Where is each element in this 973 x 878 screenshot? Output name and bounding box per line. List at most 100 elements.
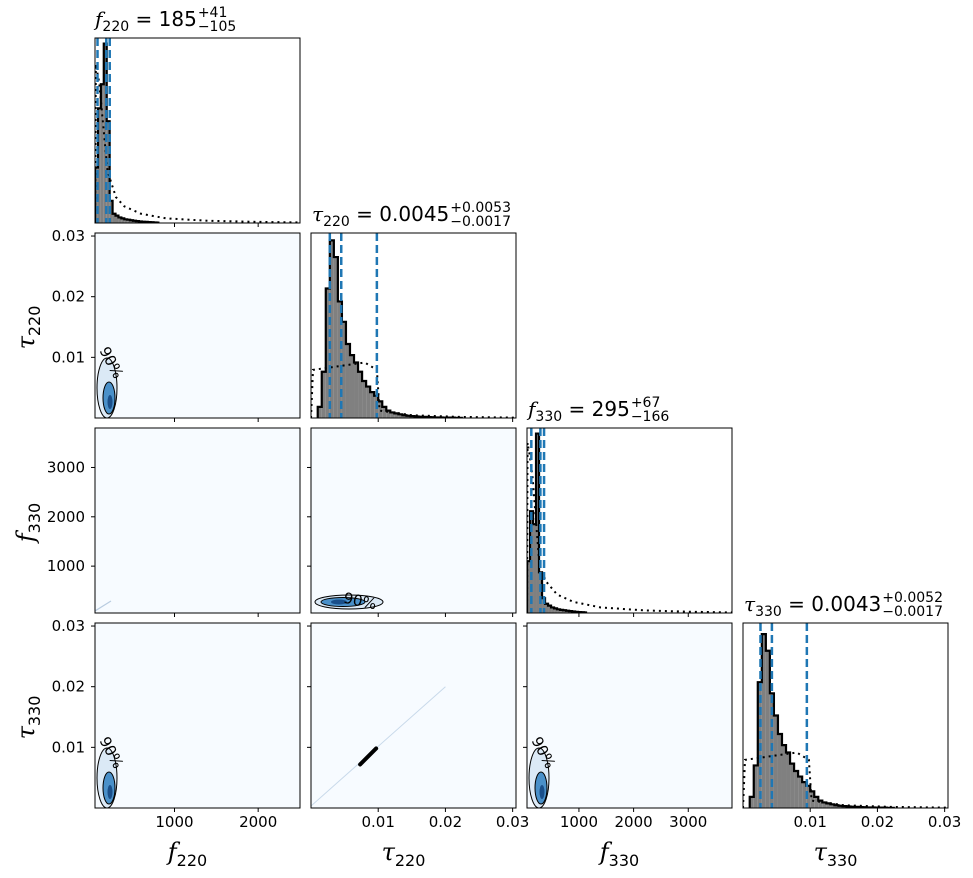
panel-frame [94,232,301,419]
x-tick-label: 0.03 [928,813,961,831]
hist-bar [358,371,363,418]
hist-bar [115,215,119,223]
density-panel-3-1 [311,623,516,808]
title-value: 185 [159,7,197,31]
y-tick-label: 3000 [47,458,85,476]
panel-title-1: τ220 = 0.0045 [312,202,449,230]
hist-bar [773,715,778,808]
panel-frame [94,427,301,614]
hist-bar [545,603,549,613]
x-axis-subscript: 330 [609,851,640,870]
density-background [95,233,300,418]
hist-bar [834,805,839,808]
hist-bar [354,362,359,418]
title-equals: = [782,592,811,616]
y-tick-label: 0.02 [52,288,85,306]
y-axis-subscript: 330 [25,503,44,534]
title-symbol: τ [744,592,756,616]
hist-bar [329,240,334,418]
prior-curve [95,63,300,223]
panel-frame [94,37,301,224]
title-lower-error: −105 [198,19,236,35]
hist-panel-2 [527,428,732,613]
hist-bar [563,610,567,613]
hist-bar [402,415,407,418]
title-subscript: 330 [535,409,562,425]
y-axis-subscript: 220 [25,306,44,337]
hist-bar [560,609,564,613]
hist-bar [777,734,782,808]
y-axis-symbol: τ [12,725,40,739]
hist-panel-1 [311,233,516,418]
hist-bar [106,121,110,223]
y-tick-label: 0.03 [52,617,85,635]
hist-bar [536,433,540,613]
hist-panel-3 [743,623,948,808]
title-upper-error: +0.0052 [882,590,943,606]
title-subscript: 330 [755,604,782,620]
hist-bar [112,213,116,223]
panel-frame [526,622,733,809]
hist-bar [325,288,330,418]
hist-bar [554,608,558,613]
y-axis-label: f330 [12,503,44,544]
panel-frame [526,427,733,614]
hist-bar [337,301,342,418]
title-upper-error: +67 [631,395,661,411]
hist-panel-0 [95,38,300,223]
x-tick-label: 0.02 [429,813,462,831]
y-tick-label: 2000 [47,508,85,526]
title-value: 0.0043 [811,592,881,616]
title-equals: = [562,397,591,421]
hist-bar [765,650,770,808]
hist-bar [133,220,136,223]
hist-outline [527,432,588,613]
hist-bar [830,804,835,808]
panel-title-0: f220 = 185 [93,7,197,35]
hist-bar [533,524,537,613]
hist-bar [557,609,561,613]
x-tick-label: 1000 [155,813,193,831]
hist-bar [321,371,326,418]
x-axis-subscript: 220 [395,851,426,870]
hist-bar [798,776,803,808]
x-tick-label: 2000 [615,813,653,831]
title-lower-error: −0.0017 [450,214,511,230]
x-axis-subscript: 330 [827,851,858,870]
hist-bar [121,218,125,223]
title-lower-error: −0.0017 [882,604,943,620]
hist-bar [362,381,367,418]
hist-bar [103,43,107,223]
contour-core [539,785,545,799]
density-panel-2-1: 90% [311,428,516,613]
hist-bar [838,805,843,808]
hist-bar [794,771,799,808]
x-axis-label: τ220 [382,838,426,870]
contour-core [107,785,113,799]
hist-bar [786,752,791,808]
hist-outline [316,239,463,418]
hist-bar [806,785,811,808]
hist-bar [749,796,754,808]
panel-title-3: τ330 = 0.0043 [744,592,881,620]
hist-bar [398,414,403,418]
contour-core [107,395,113,409]
contour-core [331,599,347,605]
title-lower-error: −166 [631,409,670,425]
y-tick-label: 0.01 [52,738,85,756]
hist-bar [390,412,395,418]
y-axis-subscript: 330 [25,696,44,727]
x-axis-symbol: τ [382,838,396,866]
panel-frame [310,427,517,614]
hist-bar [100,84,104,223]
panel-title-2: f330 = 295 [526,397,630,425]
panel-frame [310,622,517,809]
y-tick-label: 0.03 [52,227,85,245]
hist-bar [349,355,355,418]
hist-bar [317,406,322,418]
hist-bar [382,406,387,418]
density-panel-2-0 [95,428,300,613]
x-axis-label: f220 [166,838,207,870]
hist-bar [333,257,338,418]
